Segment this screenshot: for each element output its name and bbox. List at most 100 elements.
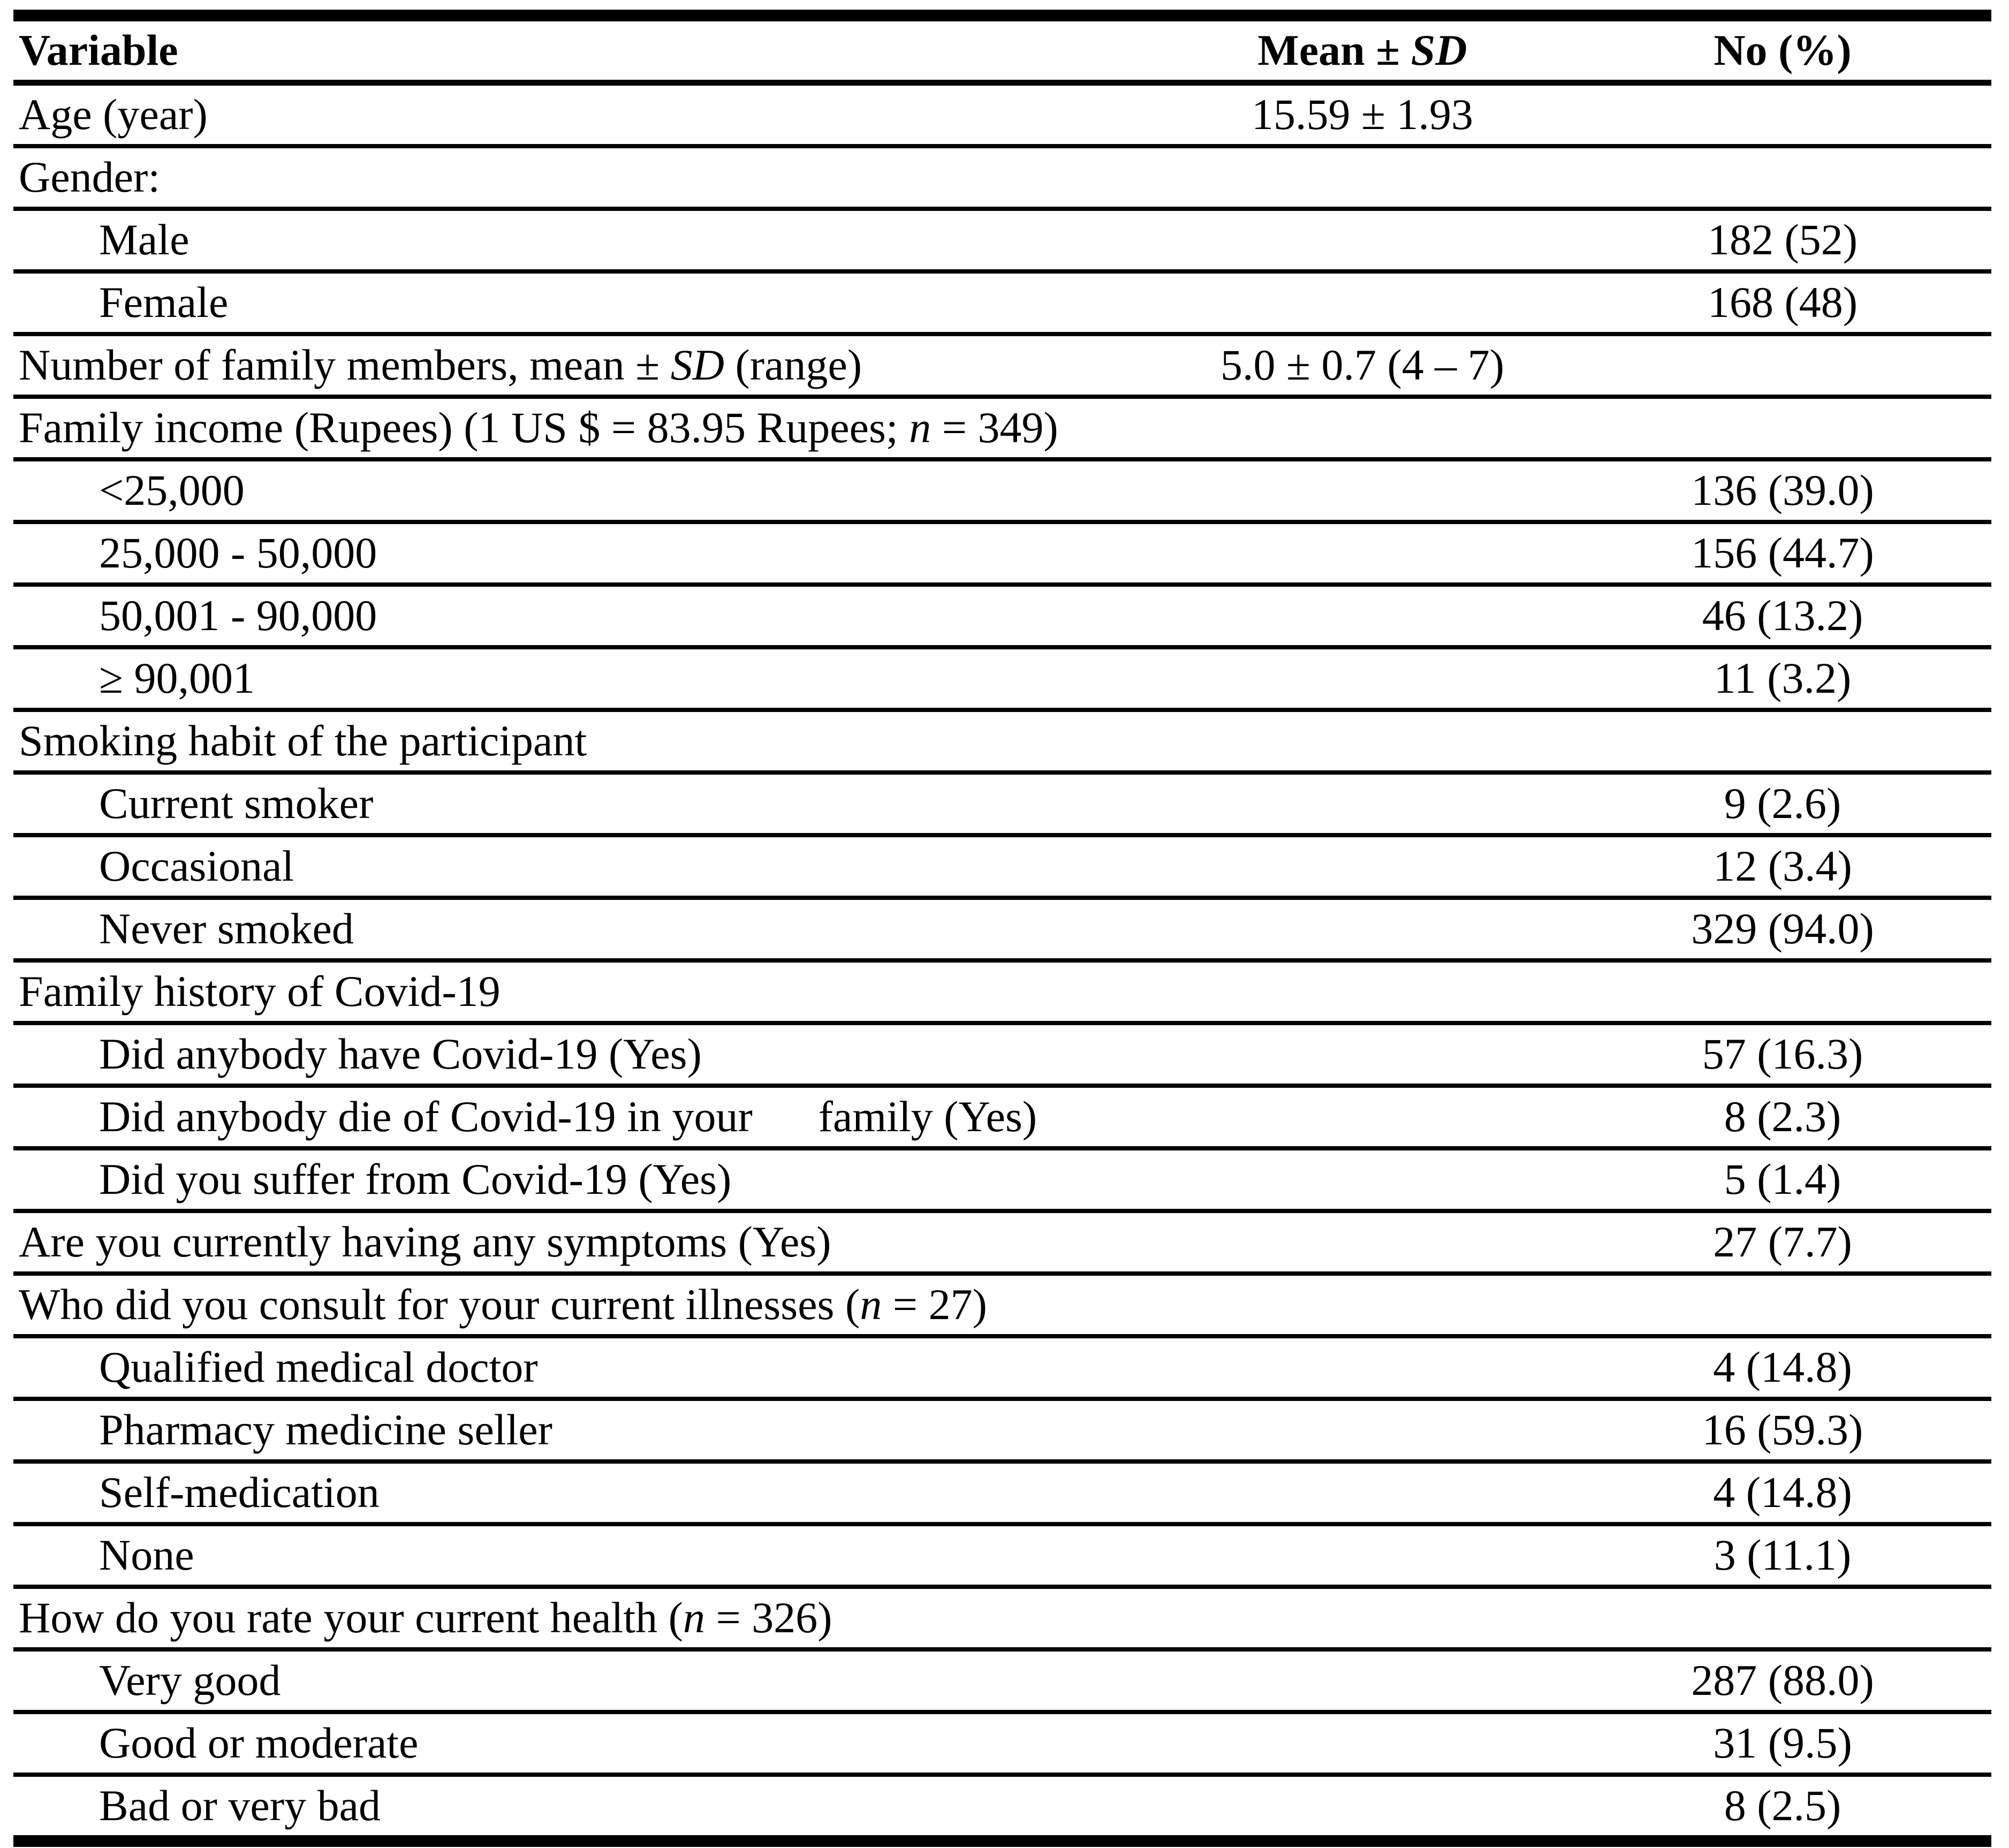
text-run: Number of family members, mean ± [19,340,671,389]
count-percent-cell: 5 (1.4) [1724,1155,1841,1203]
italic-text-run: n [683,1593,705,1642]
variable-cell: ≥ 90,001 [13,647,1611,710]
count-percent-cell: 9 (2.6) [1724,779,1841,828]
italic-text-run: SD [670,340,724,389]
count-percent-cell: 8 (2.3) [1724,1092,1841,1141]
text-run: 50,001 - 90,000 [99,591,377,640]
variable-cell: Family income (Rupees) (1 US $ = 83.95 R… [13,397,1991,459]
table-row: Male 182 (52) [13,209,1991,271]
table-row: Did anybody die of Covid-19 in your fami… [13,1086,1991,1148]
table-row: Current smoker 9 (2.6) [13,772,1991,835]
variable-cell: Good or moderate [13,1712,1611,1775]
text-run: Are you currently having any symptoms (Y… [19,1217,831,1266]
count-percent-cell [1611,334,1991,397]
text-run: = 349) [931,403,1058,452]
variable-cell: Qualified medical doctor [13,1336,1611,1399]
italic-text-run: n [909,403,931,452]
variable-cell: Male [13,209,1611,271]
variable-cell: 25,000 - 50,000 [13,522,1611,585]
variable-cell: Are you currently having any symptoms (Y… [13,1211,1611,1274]
count-percent-cell: 287 (88.0) [1691,1656,1874,1705]
text-run: No (%) [1714,26,1852,74]
text-run: How do you rate your current health ( [19,1593,683,1642]
variable-cell: Did anybody have Covid-19 (Yes) [13,1023,1611,1086]
text-run: Self-medication [99,1468,380,1517]
variable-cell: <25,000 [13,459,1611,522]
count-percent-cell: 31 (9.5) [1713,1718,1852,1767]
text-run: Female [99,278,229,327]
text-run: Did you suffer from Covid-19 (Yes) [99,1155,732,1203]
mean-sd-cell: 15.59 ± 1.93 [1251,90,1473,139]
variable-cell: Self-medication [13,1461,1611,1524]
count-percent-cell: 4 (14.8) [1713,1468,1852,1517]
column-header-label: Variable [13,16,1087,83]
table-row: Self-medication 4 (14.8) [13,1461,1991,1524]
text-run: Occasional [99,842,294,890]
text-run: Gender: [19,153,161,201]
table-row: <25,000 136 (39.0) [13,459,1991,522]
mean-sd-cell: 5.0 ± 0.7 (4 – 7) [1220,340,1505,389]
text-run: Pharmacy medicine seller [99,1405,552,1454]
participant-characteristics-table: Variable Mean ± SD No (%) Age (year) 15.59 … [13,10,1991,1847]
table-row: Pharmacy medicine seller 16 (59.3) [13,1399,1991,1461]
table-row: Occasional 12 (3.4) [13,835,1991,898]
count-percent-cell: 46 (13.2) [1702,591,1863,640]
text-run: Never smoked [99,904,354,953]
count-percent-cell: 329 (94.0) [1691,904,1874,953]
table-row: Gender: [13,146,1991,209]
table-row: 25,000 - 50,000 156 (44.7) [13,522,1991,585]
text-run: Age (year) [19,90,208,139]
count-percent-cell: 156 (44.7) [1691,528,1874,577]
count-percent-cell: 8 (2.5) [1724,1781,1841,1830]
text-run: Mean ± [1257,26,1411,74]
italic-text-run: SD [1411,26,1467,74]
variable-cell: Did anybody die of Covid-19 in your fami… [13,1086,1611,1148]
variable-cell: Gender: [13,146,1991,209]
text-run: 25,000 - 50,000 [99,528,377,577]
text-run: Variable [19,26,178,74]
text-run: Family history of Covid-19 [19,967,501,1016]
text-run: None [99,1531,194,1579]
table-row: None 3 (11.1) [13,1524,1991,1587]
header-row: Variable Mean ± SD No (%) [13,16,1991,83]
text-run: Good or moderate [99,1718,419,1767]
variable-cell: How do you rate your current health (n =… [13,1587,1991,1649]
count-percent-cell: 12 (3.4) [1713,842,1852,890]
text-run: = 326) [704,1593,832,1642]
text-run: Family income (Rupees) (1 US $ = 83.95 R… [19,403,909,452]
count-percent-cell: 57 (16.3) [1702,1029,1863,1078]
text-run: Did anybody die of Covid-19 in your fami… [99,1092,1037,1141]
italic-text-run: n [860,1280,882,1329]
table-row: Age (year) 15.59 ± 1.93 [13,83,1991,147]
column-header-no: No (%) [1611,16,1991,83]
table-row: 50,001 - 90,000 46 (13.2) [13,585,1991,647]
count-percent-cell: 182 (52) [1707,215,1858,264]
count-percent-cell: 27 (7.7) [1713,1217,1852,1266]
text-run: (range) [724,340,862,389]
table-row: Never smoked 329 (94.0) [13,898,1991,960]
text-run: Current smoker [99,779,374,828]
variable-cell: Did you suffer from Covid-19 (Yes) [13,1148,1611,1211]
table-row: Qualified medical doctor 4 (14.8) [13,1336,1991,1399]
text-run: Did anybody have Covid-19 (Yes) [99,1029,702,1078]
count-percent-cell [1611,83,1991,147]
variable-cell: Current smoker [13,772,1611,835]
table-row: ≥ 90,001 11 (3.2) [13,647,1991,710]
text-run: Bad or very bad [99,1781,381,1830]
table-row: Family history of Covid-19 [13,960,1991,1023]
text-run: Very good [99,1656,281,1705]
text-run: Smoking habit of the participant [19,716,587,765]
column-header-mean: Mean ± SD [1087,16,1611,83]
variable-cell: Occasional [13,835,1611,898]
count-percent-cell: 168 (48) [1707,278,1858,327]
variable-cell: Family history of Covid-19 [13,960,1991,1023]
count-percent-cell: 11 (3.2) [1714,654,1852,702]
text-run: = 27) [882,1280,987,1329]
table-header: Variable Mean ± SD No (%) [13,16,1991,83]
variable-cell: Smoking habit of the participant [13,710,1991,772]
count-percent-cell: 136 (39.0) [1691,466,1874,514]
table-row: Smoking habit of the participant [13,710,1991,772]
table-row: Family income (Rupees) (1 US $ = 83.95 R… [13,397,1991,459]
table-row: Female 168 (48) [13,271,1991,334]
table-row: Good or moderate 31 (9.5) [13,1712,1991,1775]
